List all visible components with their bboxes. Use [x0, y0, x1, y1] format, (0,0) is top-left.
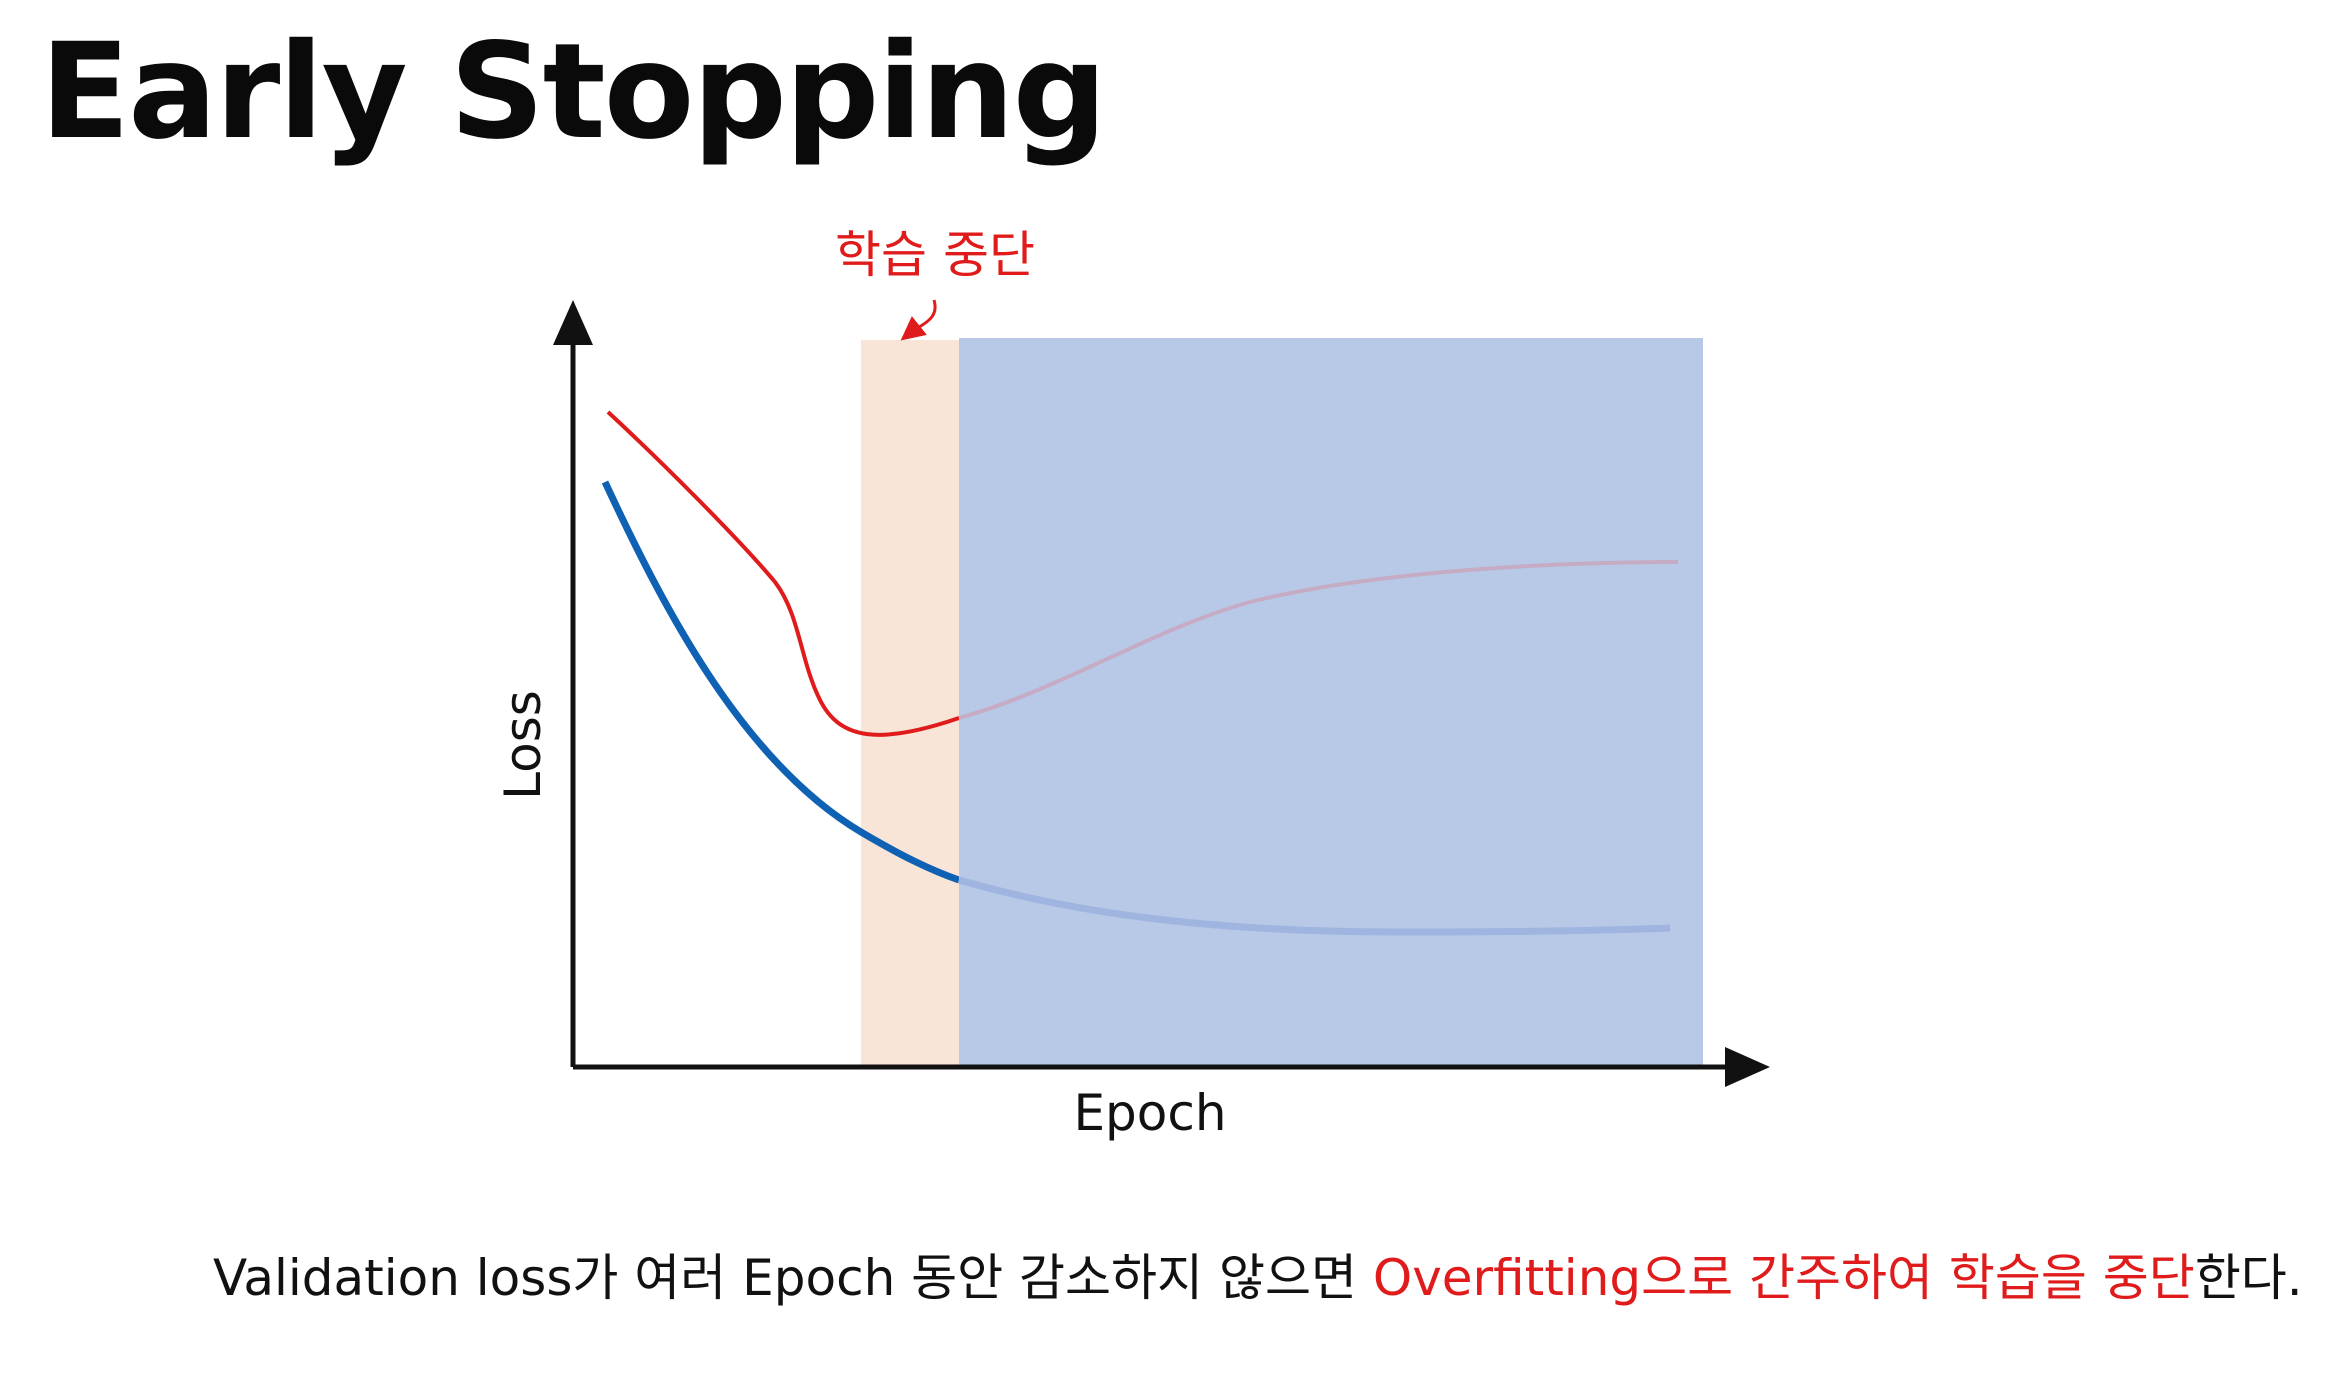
training-loss-curve [601, 480, 961, 884]
y-axis-label: Loss [494, 690, 552, 800]
stop-region [861, 340, 959, 1067]
caption-part-1: Validation loss가 여러 Epoch 동안 감소하지 않으면 [213, 1249, 1373, 1307]
page-title: Early Stopping [40, 15, 1107, 169]
validation-loss-curve [606, 410, 960, 737]
caption-highlight: Overfitting으로 간주하여 학습을 중단 [1372, 1249, 2195, 1307]
overfitting-region [959, 338, 1703, 1067]
caption-part-3: 한다. [2194, 1249, 2303, 1307]
caption: Validation loss가 여러 Epoch 동안 감소하지 않으면 Ov… [213, 1248, 2303, 1308]
stop-label: 학습 중단 [835, 226, 1035, 284]
x-axis-label: Epoch [1073, 1084, 1226, 1142]
training-loss-curve-faded [958, 876, 1671, 936]
stop-arrow [900, 299, 937, 341]
validation-loss-curve-faded [958, 560, 1679, 720]
